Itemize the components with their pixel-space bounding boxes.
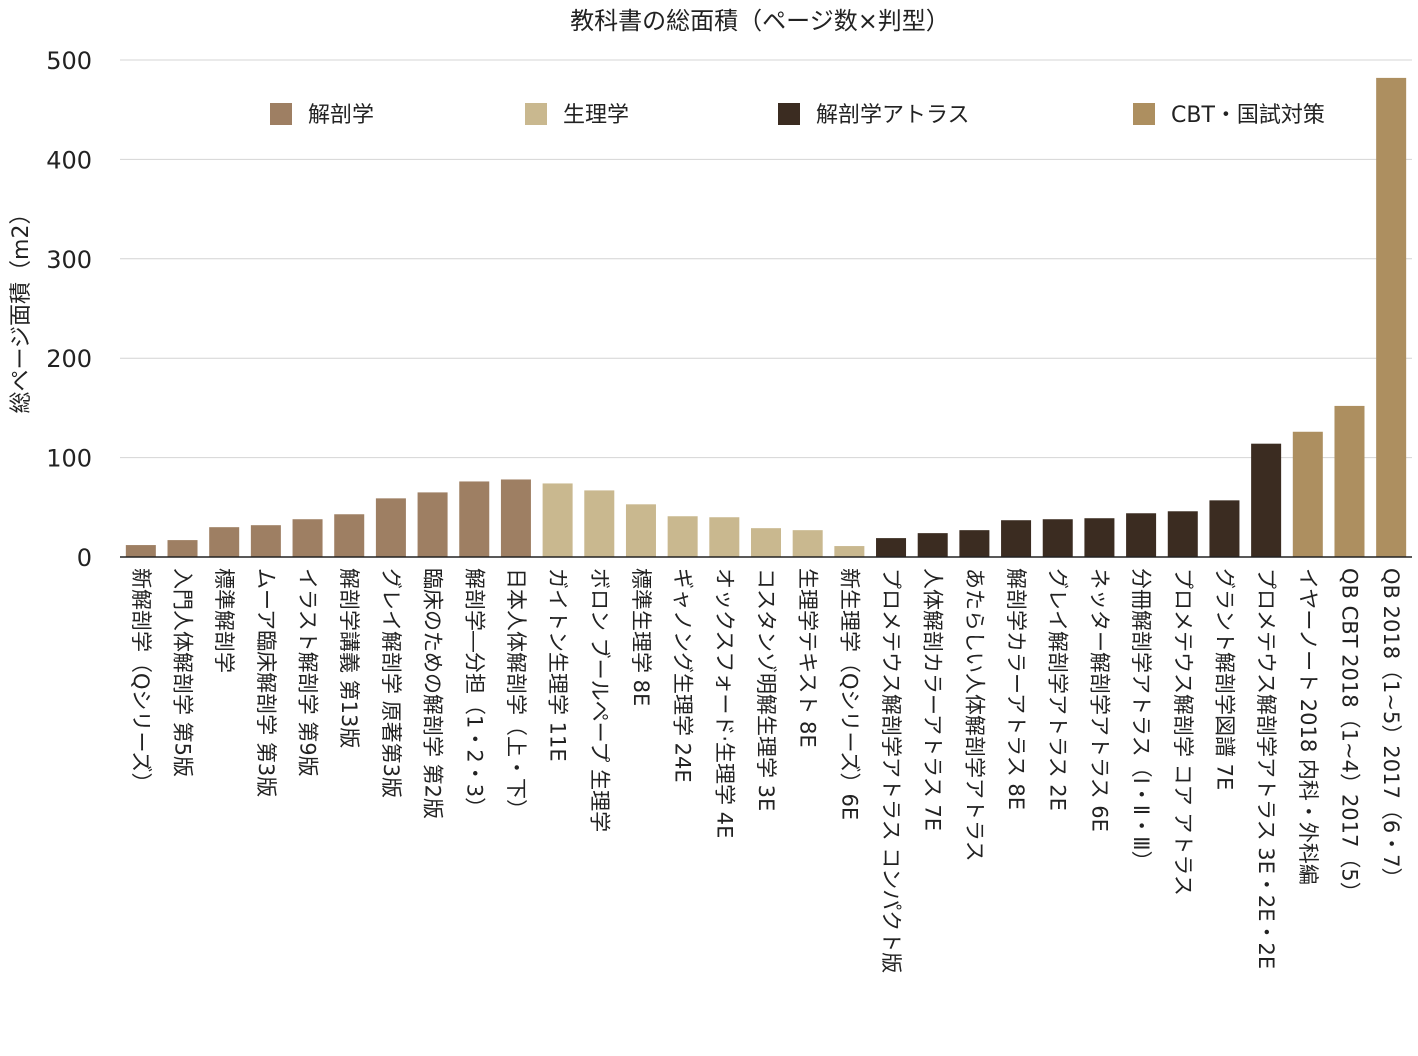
y-axis-label: 総ページ面積（m2） bbox=[9, 203, 34, 414]
x-tick-label: 入門人体解剖学 第5版 bbox=[171, 568, 195, 777]
bar bbox=[750, 528, 782, 557]
legend: 解剖学 生理学 解剖学アトラス CBT・国試対策 bbox=[270, 103, 1325, 128]
x-tick-label: 人体解剖カラーアトラス 7E bbox=[921, 568, 945, 831]
bar bbox=[1042, 519, 1073, 557]
x-tick-label: 臨床のための解剖学 第2版 bbox=[421, 568, 445, 819]
x-tick-label: 生理学テキスト 8E bbox=[796, 568, 820, 748]
x-tick-label: あたらしい人体解剖学アトラス bbox=[962, 568, 986, 862]
legend-label: CBT・国試対策 bbox=[1171, 103, 1325, 128]
x-tick-label: 新解剖学（Qシリーズ） bbox=[129, 568, 153, 793]
legend-swatch bbox=[270, 103, 292, 125]
x-tick-label: グラント解剖学図譜 7E bbox=[1212, 568, 1236, 790]
x-tick-label: イラスト解剖学 第9版 bbox=[296, 568, 320, 777]
x-tick-label: 解剖学講義 第13版 bbox=[337, 568, 361, 748]
x-tick-label: プロメテウス解剖学アトラス コンパクト版 bbox=[879, 568, 903, 973]
x-tick-label: 標準解剖学 bbox=[212, 568, 236, 673]
x-tick-labels: 新解剖学（Qシリーズ） 入門人体解剖学 第5版 標準解剖学 ムーア臨床解剖学 第3版イ… bbox=[129, 568, 1403, 973]
bar bbox=[834, 546, 865, 557]
x-tick-label: 解剖学―分担（1・2・3） bbox=[462, 568, 486, 818]
y-tick-label: 200 bbox=[46, 345, 92, 373]
x-tick-label: ギャノング生理学 24E bbox=[671, 568, 695, 783]
x-tick-label: 新生理学（Qシリーズ）6E bbox=[837, 568, 861, 820]
bar bbox=[709, 517, 740, 557]
bar bbox=[1001, 520, 1032, 557]
bar bbox=[876, 538, 907, 557]
x-tick-label: プロメテウス解剖学 コア アトラス bbox=[1171, 568, 1195, 896]
legend-swatch bbox=[525, 103, 547, 125]
bar bbox=[917, 533, 948, 557]
x-tick-label: 標準生理学 8E bbox=[629, 568, 653, 706]
y-tick-label: 100 bbox=[46, 445, 92, 473]
x-tick-label: プロメテウス解剖学アトラス 3E・2E・2E bbox=[1254, 568, 1278, 969]
x-tick-label: コスタンゾ明解生理学 3E bbox=[754, 568, 778, 811]
bars bbox=[125, 77, 1407, 557]
x-tick-label: オックスフォード·生理学 4E bbox=[712, 568, 736, 838]
bar bbox=[417, 492, 448, 557]
x-tick-label: イヤーノート 2018 内科・外科編 bbox=[1296, 568, 1320, 885]
bar bbox=[542, 483, 573, 557]
x-tick-label: 解剖学カラーアトラス 8E bbox=[1004, 568, 1028, 810]
x-tick-label: ボロン ブールペープ 生理学 bbox=[587, 568, 611, 832]
y-tick-labels: 0 100 200 300 400 500 bbox=[46, 47, 92, 572]
bar bbox=[209, 527, 240, 557]
legend-label: 解剖学アトラス bbox=[816, 103, 970, 128]
bar bbox=[1084, 518, 1115, 557]
bar bbox=[1167, 511, 1198, 557]
x-tick-label: QB CBT 2018（1~4）2017（5） bbox=[1337, 568, 1361, 903]
x-tick-label: ガイトン生理学 11E bbox=[546, 568, 570, 762]
bar bbox=[1376, 77, 1407, 557]
bar bbox=[1334, 405, 1365, 557]
bar bbox=[125, 545, 156, 557]
legend-swatch bbox=[1133, 103, 1155, 125]
bar bbox=[584, 490, 615, 557]
x-tick-label: グレイ解剖学アトラス 2E bbox=[1046, 568, 1070, 811]
x-tick-label: ネッター解剖学アトラス 6E bbox=[1087, 568, 1111, 832]
bar bbox=[167, 540, 198, 557]
x-tick-label: QB 2018（1~5）2017（6・7） bbox=[1379, 568, 1403, 889]
legend-label: 解剖学 bbox=[308, 103, 374, 128]
legend-swatch bbox=[778, 103, 800, 125]
legend-label: 生理学 bbox=[563, 103, 629, 128]
bar bbox=[292, 519, 323, 557]
bar bbox=[625, 504, 656, 557]
bar bbox=[667, 516, 698, 557]
y-tick-label: 0 bbox=[77, 544, 92, 572]
bar bbox=[1292, 431, 1323, 557]
bar bbox=[1251, 443, 1282, 557]
chart-title: 教科書の総面積（ページ数×判型） bbox=[570, 7, 950, 35]
y-tick-label: 400 bbox=[46, 146, 92, 174]
x-tick-label: ムーア臨床解剖学 第3版 bbox=[254, 568, 278, 797]
x-tick-label: グレイ解剖学 原著第3版 bbox=[379, 568, 403, 798]
bar bbox=[792, 530, 823, 557]
bar bbox=[1209, 500, 1240, 557]
y-tick-label: 300 bbox=[46, 246, 92, 274]
bar bbox=[250, 525, 281, 557]
grid bbox=[120, 59, 1412, 459]
bar bbox=[500, 479, 531, 557]
x-tick-label: 日本人体解剖学（上・下） bbox=[504, 568, 528, 820]
y-tick-label: 500 bbox=[46, 47, 92, 75]
bar bbox=[459, 481, 490, 557]
bar bbox=[1126, 513, 1157, 557]
bar bbox=[334, 514, 365, 557]
bar bbox=[959, 530, 990, 557]
bar bbox=[375, 498, 406, 557]
x-tick-label: 分冊解剖学アトラス（Ⅰ・Ⅱ・Ⅲ） bbox=[1129, 568, 1153, 872]
